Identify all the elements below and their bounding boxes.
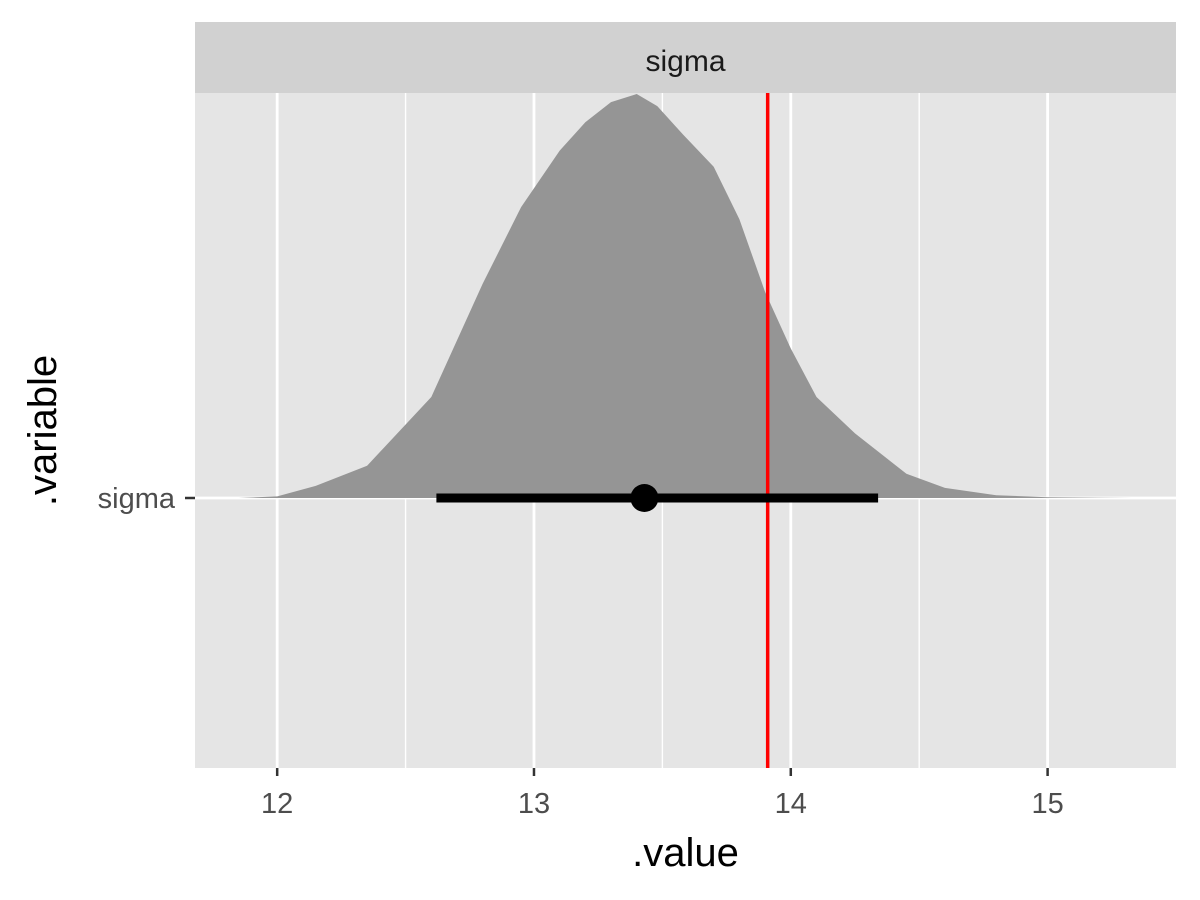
x-tick-label: 15 — [1031, 788, 1063, 820]
density-layer — [238, 94, 1133, 498]
x-tick-label: 12 — [261, 788, 293, 820]
x-axis-title: .value — [632, 831, 739, 875]
x-tick-label: 13 — [518, 788, 550, 820]
y-tick-label: sigma — [98, 483, 176, 515]
y-axis-title: .variable — [21, 355, 65, 506]
y-axis: sigma — [98, 483, 195, 515]
interval-layer — [436, 484, 879, 512]
point-estimate — [630, 484, 659, 512]
facet-strip — [195, 22, 1176, 93]
x-axis: 12 13 14 15 — [261, 768, 1064, 820]
facet-label: sigma — [645, 45, 725, 78]
density-area — [238, 94, 1133, 498]
x-tick-label: 14 — [775, 788, 807, 820]
